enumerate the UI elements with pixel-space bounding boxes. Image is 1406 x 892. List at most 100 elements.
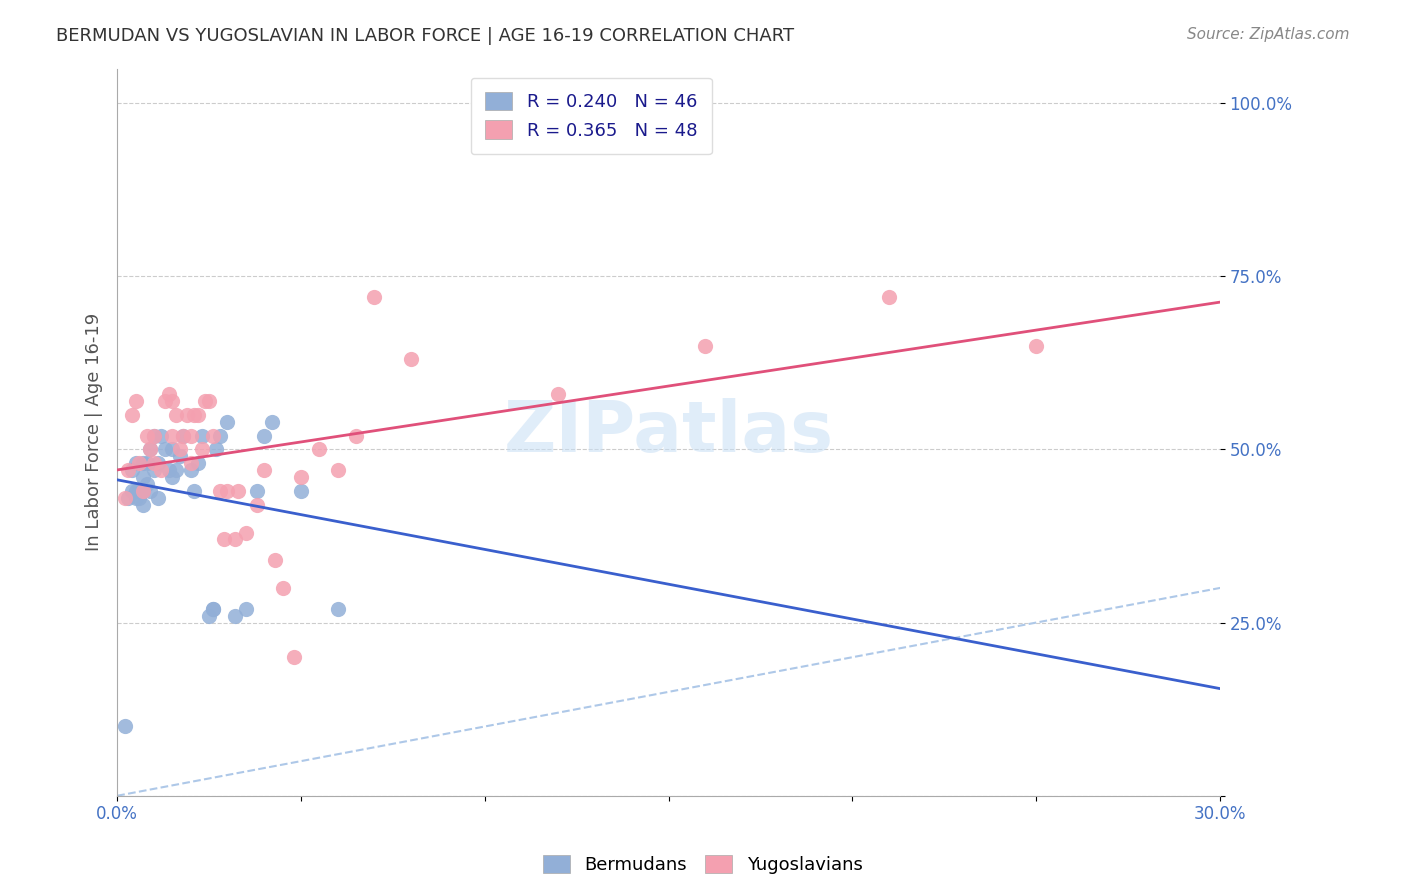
Point xyxy=(132,470,155,484)
Point xyxy=(121,408,143,422)
Point xyxy=(157,463,180,477)
Legend: R = 0.240   N = 46, R = 0.365   N = 48: R = 0.240 N = 46, R = 0.365 N = 48 xyxy=(471,78,711,154)
Point xyxy=(224,533,246,547)
Point xyxy=(217,483,239,498)
Point xyxy=(260,415,283,429)
Point xyxy=(547,387,569,401)
Point xyxy=(194,394,217,409)
Point xyxy=(153,442,176,457)
Point xyxy=(183,483,205,498)
Point xyxy=(180,456,202,470)
Point xyxy=(224,608,246,623)
Point xyxy=(169,450,191,464)
Point xyxy=(198,608,221,623)
Point xyxy=(187,408,209,422)
Point xyxy=(363,290,385,304)
Point xyxy=(153,394,176,409)
Point xyxy=(135,477,157,491)
Point xyxy=(162,394,184,409)
Point xyxy=(183,408,205,422)
Point xyxy=(165,408,187,422)
Legend: Bermudans, Yugoslavians: Bermudans, Yugoslavians xyxy=(534,846,872,883)
Point xyxy=(217,415,239,429)
Point xyxy=(142,428,165,442)
Point xyxy=(117,463,139,477)
Point xyxy=(190,442,212,457)
Point xyxy=(172,428,194,442)
Point xyxy=(201,601,224,615)
Point xyxy=(308,442,330,457)
Point xyxy=(326,601,349,615)
Point xyxy=(128,456,150,470)
Point xyxy=(290,483,312,498)
Point xyxy=(209,483,232,498)
Point xyxy=(877,290,900,304)
Point xyxy=(142,456,165,470)
Point xyxy=(117,491,139,505)
Point xyxy=(128,491,150,505)
Point xyxy=(114,491,136,505)
Point xyxy=(157,387,180,401)
Point xyxy=(209,428,232,442)
Point xyxy=(198,394,221,409)
Point xyxy=(695,338,717,352)
Point xyxy=(142,428,165,442)
Point xyxy=(124,456,146,470)
Point xyxy=(212,533,235,547)
Point xyxy=(146,456,169,470)
Point xyxy=(290,470,312,484)
Point xyxy=(128,483,150,498)
Point xyxy=(121,463,143,477)
Point xyxy=(139,483,162,498)
Point xyxy=(146,491,169,505)
Point xyxy=(172,428,194,442)
Point xyxy=(162,470,184,484)
Point xyxy=(142,463,165,477)
Point xyxy=(132,498,155,512)
Point xyxy=(246,483,269,498)
Point xyxy=(1025,338,1047,352)
Point xyxy=(235,525,257,540)
Point xyxy=(162,428,184,442)
Point xyxy=(283,650,305,665)
Point xyxy=(190,428,212,442)
Point xyxy=(139,442,162,457)
Point xyxy=(165,463,187,477)
Point xyxy=(162,442,184,457)
Point xyxy=(124,394,146,409)
Y-axis label: In Labor Force | Age 16-19: In Labor Force | Age 16-19 xyxy=(86,313,103,551)
Point xyxy=(169,442,191,457)
Point xyxy=(399,352,422,367)
Point xyxy=(187,456,209,470)
Point xyxy=(205,442,228,457)
Point xyxy=(124,483,146,498)
Point xyxy=(135,456,157,470)
Point xyxy=(201,601,224,615)
Text: Source: ZipAtlas.com: Source: ZipAtlas.com xyxy=(1187,27,1350,42)
Point xyxy=(201,428,224,442)
Point xyxy=(326,463,349,477)
Point xyxy=(114,719,136,733)
Point xyxy=(139,442,162,457)
Point xyxy=(253,428,276,442)
Point xyxy=(180,428,202,442)
Point xyxy=(264,553,287,567)
Point xyxy=(121,483,143,498)
Point xyxy=(132,456,155,470)
Point xyxy=(180,463,202,477)
Point xyxy=(150,428,173,442)
Point xyxy=(176,408,198,422)
Text: ZIPatlas: ZIPatlas xyxy=(503,398,834,467)
Point xyxy=(132,483,155,498)
Point xyxy=(135,428,157,442)
Point xyxy=(235,601,257,615)
Point xyxy=(253,463,276,477)
Point xyxy=(124,491,146,505)
Text: BERMUDAN VS YUGOSLAVIAN IN LABOR FORCE | AGE 16-19 CORRELATION CHART: BERMUDAN VS YUGOSLAVIAN IN LABOR FORCE |… xyxy=(56,27,794,45)
Point xyxy=(228,483,250,498)
Point xyxy=(344,428,367,442)
Point xyxy=(246,498,269,512)
Point xyxy=(271,581,294,595)
Point xyxy=(150,463,173,477)
Point xyxy=(132,483,155,498)
